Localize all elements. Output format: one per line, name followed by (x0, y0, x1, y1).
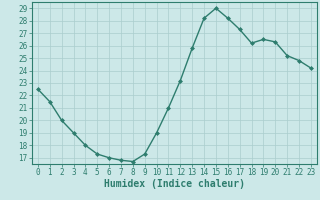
X-axis label: Humidex (Indice chaleur): Humidex (Indice chaleur) (104, 179, 245, 189)
